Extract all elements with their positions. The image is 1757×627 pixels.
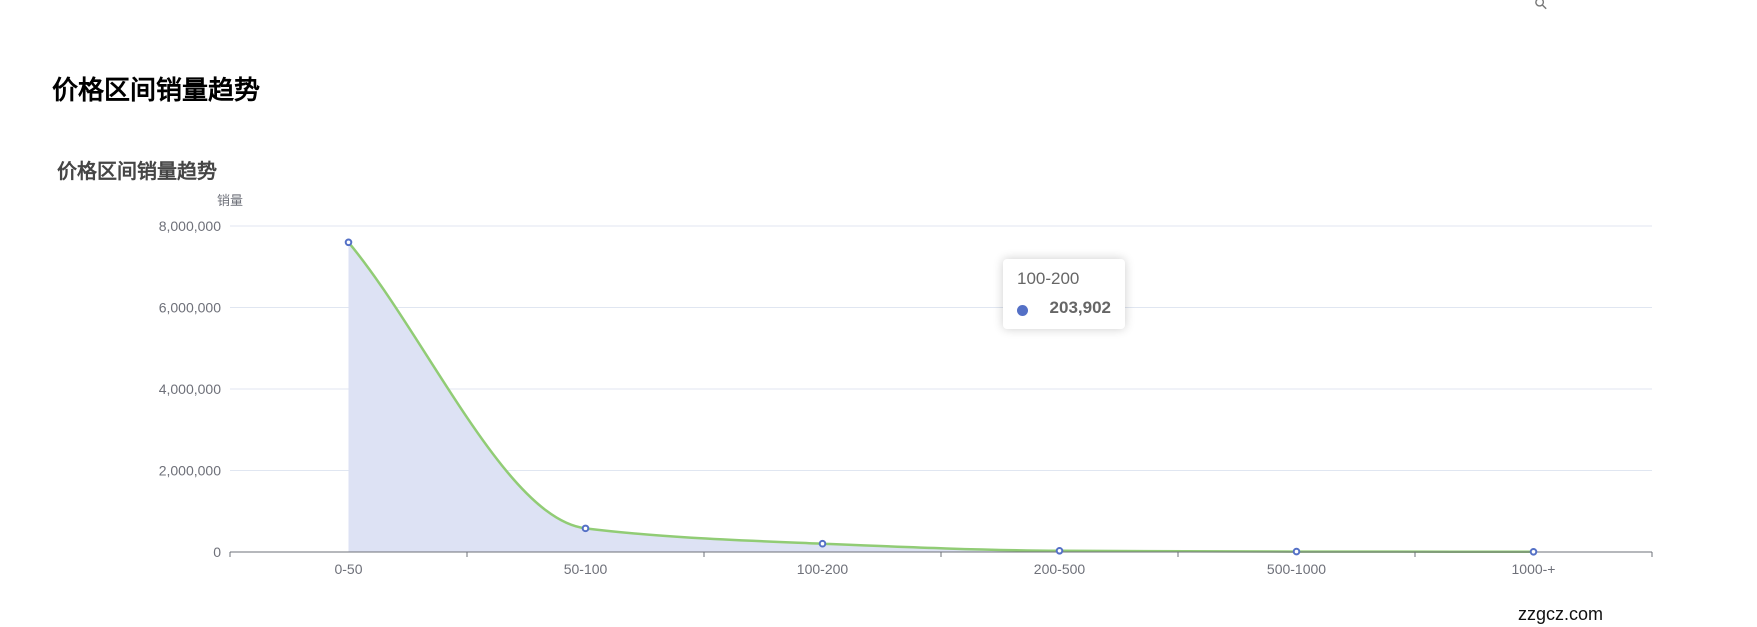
x-tick-label: 100-200 <box>797 561 849 577</box>
x-tick-label: 0-50 <box>334 561 362 577</box>
y-tick-label: 2,000,000 <box>159 463 221 479</box>
y-axis-label: 销量 <box>217 193 243 208</box>
data-point <box>1055 546 1064 555</box>
y-tick-label: 4,000,000 <box>159 381 221 397</box>
data-point <box>344 238 353 247</box>
tooltip-value: 203,902 <box>1049 298 1111 317</box>
watermark: zzgcz.com <box>1518 604 1604 624</box>
y-tick-label: 0 <box>213 544 221 560</box>
series-area <box>348 242 1534 553</box>
data-point <box>581 524 590 533</box>
x-tick-label: 200-500 <box>1034 561 1086 577</box>
y-tick-label: 8,000,000 <box>159 218 221 234</box>
tooltip-category: 100-200 <box>1017 269 1080 288</box>
y-tick-label: 6,000,000 <box>159 300 221 316</box>
x-tick-label: 1000-+ <box>1512 561 1556 577</box>
data-point <box>1292 547 1301 556</box>
page-title: 价格区间销量趋势 <box>52 76 261 106</box>
x-tick-label: 50-100 <box>564 561 608 577</box>
data-point <box>818 539 827 548</box>
chart-title: 价格区间销量趋势 <box>57 159 217 183</box>
data-point <box>1529 547 1538 556</box>
x-tick-label: 500-1000 <box>1267 561 1326 577</box>
tooltip-series-dot <box>1017 305 1028 316</box>
tooltip: 100-200 203,902 <box>1003 259 1125 329</box>
